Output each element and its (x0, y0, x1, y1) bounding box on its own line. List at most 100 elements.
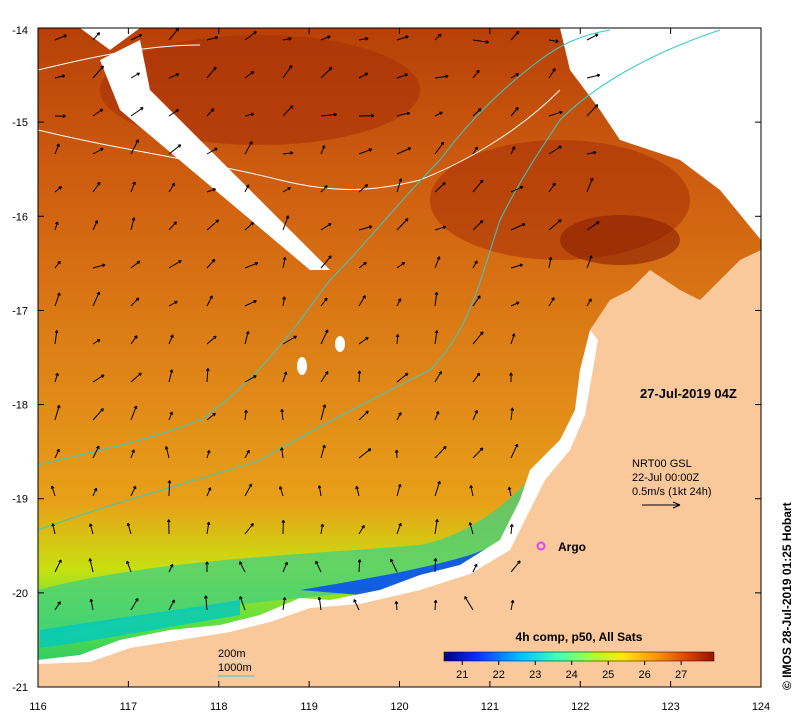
current-vector (396, 147, 411, 155)
current-vector-head (515, 73, 520, 77)
current-vector (244, 113, 254, 117)
current-vector-head (509, 524, 514, 528)
current-vector-head (324, 297, 328, 301)
current-vector (434, 226, 446, 231)
current-vector-head (169, 563, 174, 568)
current-vector (472, 410, 478, 421)
current-vector (168, 480, 171, 497)
latitude-tick-label: -21 (12, 682, 28, 694)
current-vector (282, 257, 286, 269)
current-vector (472, 220, 484, 231)
current-vector (168, 369, 173, 383)
longitude-axis: 116 117 118 119 120 121 122 123 124 (29, 28, 770, 713)
current-vector (510, 107, 519, 117)
current-vector-head (282, 256, 287, 261)
current-vector-head (280, 447, 284, 451)
current-vector-head (283, 371, 288, 375)
current-vector-head (204, 595, 208, 599)
current-vector-head (214, 35, 219, 40)
current-vector (54, 143, 60, 155)
current-vector (358, 148, 372, 155)
colorbar-ticks: 21 22 23 24 25 26 27 (456, 661, 687, 681)
current-vector (206, 259, 216, 269)
current-vector (206, 108, 215, 117)
current-vector-head (61, 74, 66, 78)
current-vector-head (433, 558, 438, 562)
current-vector-head (254, 262, 259, 266)
current-vector-head (99, 108, 104, 113)
current-vector (434, 111, 443, 117)
current-vector (244, 523, 254, 535)
current-vector (472, 260, 478, 269)
current-vector (130, 449, 135, 459)
current-vector (54, 260, 61, 269)
isobath-200m (38, 44, 561, 190)
current-vector (320, 113, 337, 117)
current-vector (52, 523, 56, 535)
current-vector-head (365, 410, 369, 415)
current-vector (320, 524, 324, 535)
current-vector (130, 217, 135, 231)
current-vector-head (328, 255, 332, 259)
current-vector-head (253, 300, 257, 304)
current-vector (396, 178, 402, 193)
current-vector-head (100, 65, 104, 70)
current-vector (472, 331, 484, 345)
current-vector (434, 558, 437, 573)
current-vector (282, 187, 291, 193)
current-vector (510, 407, 513, 421)
current-vector-head (212, 188, 216, 192)
current-vector-head (58, 186, 62, 190)
current-vector-head (169, 369, 174, 373)
current-vector-head (394, 601, 399, 605)
current-vector-head (552, 182, 556, 187)
current-vector (510, 301, 520, 307)
current-vector (92, 182, 101, 193)
current-vector-head (134, 335, 138, 339)
current-vector-head (435, 518, 439, 523)
current-vector-head (559, 110, 563, 115)
current-vector-head (363, 261, 367, 266)
current-vector-head (480, 331, 484, 335)
current-vector (318, 597, 322, 611)
current-vector-head (290, 151, 294, 155)
current-vector-head (246, 449, 250, 454)
current-vector (244, 300, 257, 307)
current-vector (320, 371, 329, 383)
current-vector-head (390, 558, 394, 563)
current-vector (282, 152, 294, 155)
current-vector-head (289, 105, 294, 109)
current-vector (586, 221, 600, 231)
current-vector-head (174, 300, 178, 305)
current-vector-head (131, 217, 136, 221)
current-vector (126, 560, 132, 573)
current-vector (358, 184, 368, 193)
colorbar-tick-label: 26 (639, 669, 651, 681)
current-vector-head (443, 446, 447, 450)
current-vector-head (477, 108, 482, 112)
current-vector (92, 220, 98, 231)
current-vector-head (440, 141, 445, 146)
current-vector-head (207, 487, 212, 491)
current-vector-head (355, 485, 359, 490)
current-vector-head (244, 409, 248, 414)
current-vector-head (333, 112, 337, 117)
current-vector (464, 596, 474, 611)
current-vector (206, 147, 218, 155)
current-vector (282, 105, 294, 117)
current-vector-head (288, 64, 293, 69)
current-vector-head (433, 599, 438, 604)
current-vector (130, 372, 142, 383)
current-vector (510, 223, 526, 231)
current-vector (206, 66, 217, 79)
current-vector (239, 561, 246, 573)
current-vector (358, 37, 369, 41)
longitude-tick-label: 123 (661, 701, 679, 713)
current-vector-head (365, 36, 369, 41)
current-vector (206, 521, 210, 535)
current-vector-head (519, 263, 523, 268)
current-vector-head (477, 295, 481, 299)
current-vector (92, 339, 101, 345)
current-vector (434, 411, 439, 421)
current-vector-head (438, 371, 442, 375)
